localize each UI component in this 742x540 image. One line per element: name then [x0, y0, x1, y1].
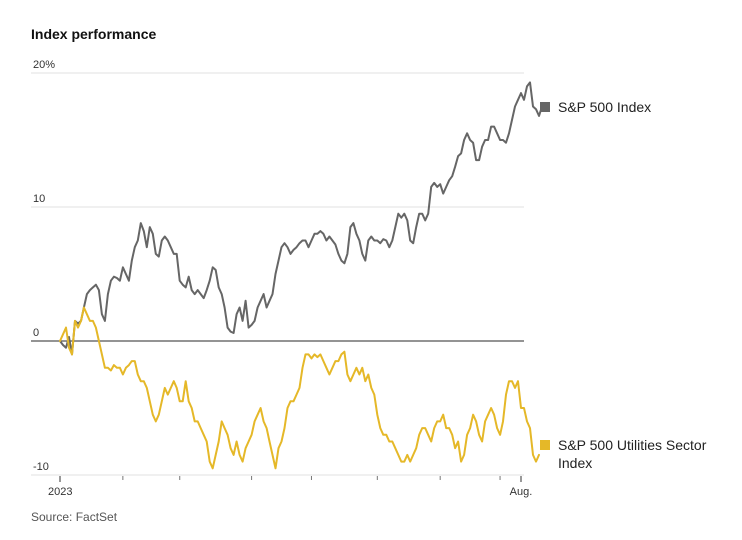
legend-item-utilities: S&P 500 Utilities Sector Index	[540, 436, 730, 472]
line-chart: 20% 10 0 -10 2023 Aug.	[31, 59, 543, 498]
x-tick-label: 2023	[48, 486, 72, 498]
y-tick-label: -10	[33, 461, 49, 473]
series-line-sp500	[59, 81, 543, 356]
series-line-utilities	[59, 306, 540, 470]
legend-item-sp500: S&P 500 Index	[540, 98, 651, 116]
source-note: Source: FactSet	[31, 510, 118, 524]
chart-title: Index performance	[31, 26, 157, 42]
y-tick-label: 10	[33, 193, 45, 205]
x-tick-label: Aug.	[510, 486, 533, 498]
legend-swatch-sp500	[540, 102, 550, 112]
legend-label-utilities: S&P 500 Utilities Sector Index	[558, 437, 707, 471]
legend-swatch-utilities	[540, 440, 550, 450]
y-tick-label: 20%	[33, 59, 55, 71]
y-tick-label: 0	[33, 327, 39, 339]
legend-label-sp500: S&P 500 Index	[558, 99, 652, 115]
